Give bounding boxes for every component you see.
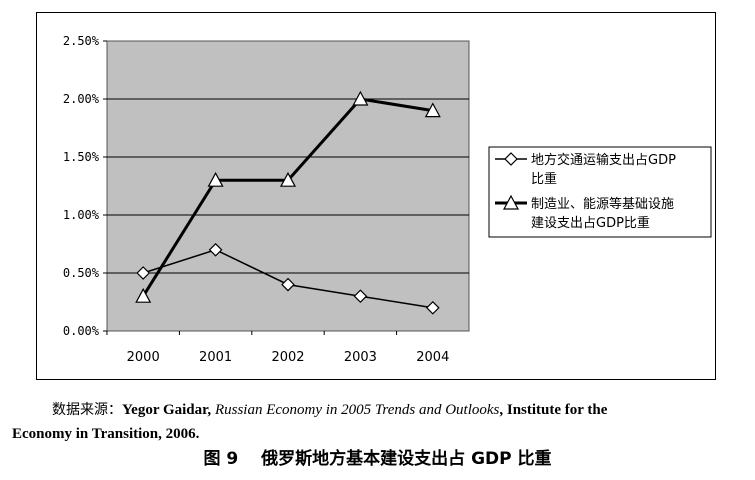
source-note: 数据来源：Yegor Gaidar, Russian Economy in 20…	[12, 398, 742, 446]
source-label: 数据来源：	[52, 402, 122, 418]
source-rest-1: , Institute for the	[499, 402, 608, 418]
series-1-point	[136, 266, 151, 280]
legend-box	[488, 146, 712, 238]
series-2-point	[207, 171, 224, 187]
series-1-point	[281, 277, 295, 292]
x-tick-label: 2001	[199, 350, 232, 365]
series-2-point	[424, 102, 441, 118]
series-1-point	[353, 289, 368, 304]
series-1-point	[208, 242, 223, 257]
x-tick-label: 2000	[127, 350, 160, 365]
series-2-point	[279, 171, 297, 187]
series-2-point	[352, 90, 369, 106]
chart-svg: 0.00% 0.50% 1.00% 1.50% 2.00% 2.50% 2000 2001 20…	[63, 34, 712, 365]
source-line-1: 数据来源：Yegor Gaidar, Russian Economy in 20…	[12, 398, 742, 422]
y-tick-label: 1.50%	[63, 150, 100, 164]
y-tick-label: 1.00%	[63, 208, 100, 222]
y-tick-label: 0.00%	[63, 324, 100, 338]
legend-marker-2	[502, 194, 520, 210]
x-tick-label: 2004	[416, 350, 449, 365]
y-tick-label: 0.50%	[63, 266, 100, 280]
legend-label-2-line1: 制造业、能源等基础设施	[531, 196, 674, 212]
chart-frame: 0.00% 0.50% 1.00% 1.50% 2.00% 2.50% 2000 2001 20…	[36, 12, 716, 380]
legend-label-1-line1: 地方交通运输支出占GDP	[531, 152, 676, 168]
x-tick-label: 2003	[344, 350, 377, 365]
series-1-point	[425, 300, 440, 315]
y-tick-label: 2.50%	[63, 34, 100, 48]
source-rest-2: Economy in Transition, 2006.	[12, 426, 200, 442]
x-tick-label: 2002	[271, 350, 304, 365]
series-2-point	[135, 287, 152, 303]
legend-label-1-line2: 比重	[531, 171, 557, 187]
legend-marker-1	[504, 152, 518, 166]
source-title: Russian Economy in 2005 Trends and Outlo…	[214, 402, 500, 418]
legend-label-2-line2: 建设支出占GDP比重	[531, 215, 650, 231]
figure-caption: 图 9 俄罗斯地方基本建设支出占 GDP 比重	[203, 449, 552, 469]
source-author: Yegor Gaidar,	[122, 402, 215, 418]
y-tick-label: 2.00%	[63, 92, 100, 106]
